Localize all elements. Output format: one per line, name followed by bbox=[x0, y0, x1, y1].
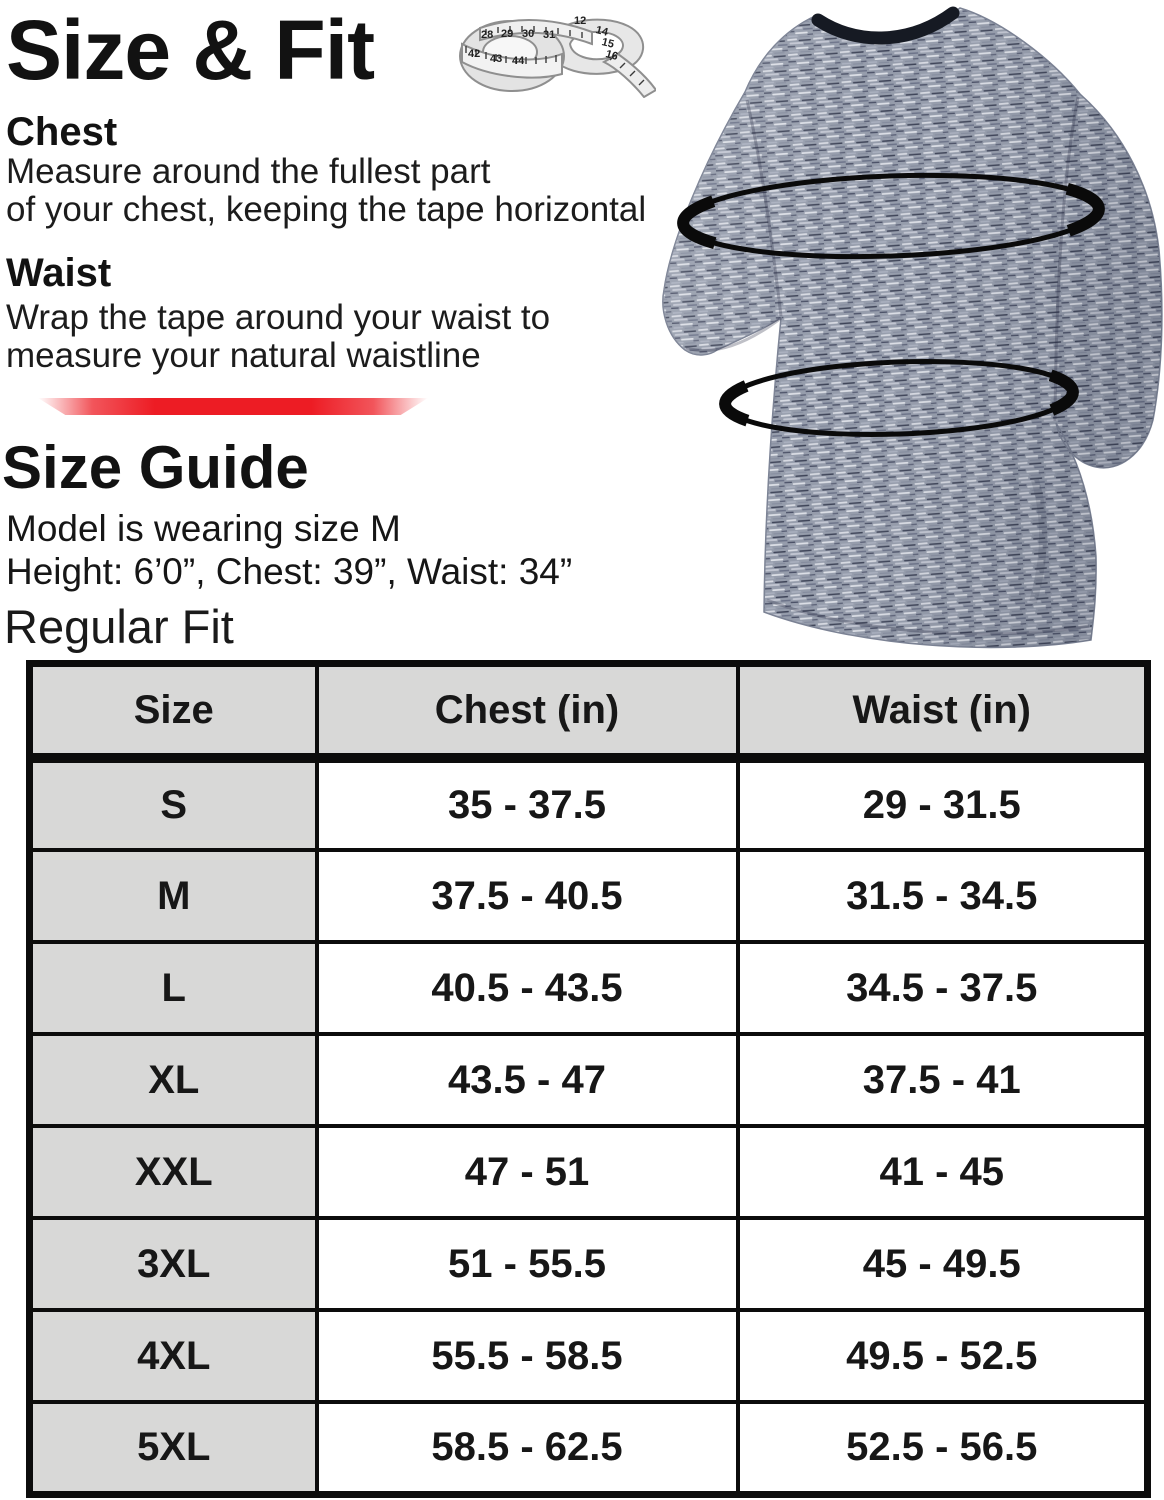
size-cell: L bbox=[27, 940, 319, 1036]
waist-description-line2: measure your natural waistline bbox=[6, 336, 481, 375]
header-cell-size: Size bbox=[27, 661, 319, 763]
waist-range-cell: 37.5 - 41 bbox=[735, 1032, 1150, 1128]
tshirt-image bbox=[662, 6, 1163, 649]
table-header-row: Size Chest (in) Waist (in) bbox=[27, 661, 1150, 763]
chest-range-cell: 35 - 37.5 bbox=[314, 756, 740, 852]
tape-measure-icon: 28 29 30 31 42 43 44 14 15 16 12 bbox=[459, 15, 656, 98]
chest-range-cell: 47 - 51 bbox=[314, 1124, 740, 1220]
chest-range-cell: 58.5 - 62.5 bbox=[314, 1400, 740, 1496]
table-row: L 40.5 - 43.5 34.5 - 37.5 bbox=[27, 940, 1150, 1036]
size-cell: S bbox=[27, 756, 319, 852]
waist-range-cell: 52.5 - 56.5 bbox=[735, 1400, 1150, 1496]
header-cell-waist: Waist (in) bbox=[735, 661, 1150, 763]
table-row: 4XL 55.5 - 58.5 49.5 - 52.5 bbox=[27, 1308, 1150, 1404]
fit-type-label: Regular Fit bbox=[4, 600, 234, 653]
chest-range-cell: 40.5 - 43.5 bbox=[314, 940, 740, 1036]
waist-range-cell: 29 - 31.5 bbox=[735, 756, 1150, 852]
tape-number: 30 bbox=[522, 28, 534, 40]
size-cell: 5XL bbox=[27, 1400, 319, 1496]
chest-heading: Chest bbox=[6, 110, 118, 154]
table-row: XXL 47 - 51 41 - 45 bbox=[27, 1124, 1150, 1220]
model-measurements-line: Height: 6’0”, Chest: 39”, Waist: 34” bbox=[6, 551, 573, 592]
header-cell-chest: Chest (in) bbox=[314, 661, 740, 763]
waist-range-cell: 41 - 45 bbox=[735, 1124, 1150, 1220]
waist-range-cell: 31.5 - 34.5 bbox=[735, 848, 1150, 944]
tshirt-fabric bbox=[662, 6, 1163, 649]
collar bbox=[811, 6, 960, 45]
tape-number: 43 bbox=[490, 53, 502, 65]
size-table: Size Chest (in) Waist (in) S 35 - 37.5 29 … bbox=[26, 660, 1151, 1498]
table-row: XL 43.5 - 47 37.5 - 41 bbox=[27, 1032, 1150, 1128]
tape-number: 15 bbox=[600, 36, 615, 51]
waist-description-line1: Wrap the tape around your waist to bbox=[6, 298, 551, 337]
chest-description-line1: Measure around the fullest part bbox=[6, 152, 491, 191]
tape-number: 28 bbox=[481, 29, 493, 41]
tape-number: 16 bbox=[604, 48, 619, 63]
size-cell: 3XL bbox=[27, 1216, 319, 1312]
waist-range-cell: 34.5 - 37.5 bbox=[735, 940, 1150, 1036]
size-guide-heading: Size Guide bbox=[2, 434, 309, 501]
waist-range-cell: 45 - 49.5 bbox=[735, 1216, 1150, 1312]
table-row: S 35 - 37.5 29 - 31.5 bbox=[27, 756, 1150, 852]
waist-heading: Waist bbox=[6, 251, 112, 295]
table-row: M 37.5 - 40.5 31.5 - 34.5 bbox=[27, 848, 1150, 944]
size-cell: XL bbox=[27, 1032, 319, 1128]
tape-number: 12 bbox=[574, 15, 586, 27]
chest-description-line2: of your chest, keeping the tape horizont… bbox=[6, 190, 647, 229]
page-title: Size & Fit bbox=[6, 3, 375, 97]
tape-number: 44 bbox=[512, 55, 525, 67]
waist-range-cell: 49.5 - 52.5 bbox=[735, 1308, 1150, 1404]
tape-number: 29 bbox=[501, 28, 513, 40]
size-cell: XXL bbox=[27, 1124, 319, 1220]
size-cell: M bbox=[27, 848, 319, 944]
tape-number: 31 bbox=[543, 29, 555, 41]
table-row: 5XL 58.5 - 62.5 52.5 - 56.5 bbox=[27, 1400, 1150, 1496]
chest-measure-ellipse bbox=[677, 169, 1105, 263]
red-divider bbox=[38, 398, 428, 415]
tape-number: 42 bbox=[468, 48, 480, 60]
tape-number: 14 bbox=[594, 24, 610, 39]
chest-range-cell: 37.5 - 40.5 bbox=[314, 848, 740, 944]
waist-measure-ellipse bbox=[719, 355, 1079, 441]
size-table-body: S 35 - 37.5 29 - 31.5 M 37.5 - 40.5 31.5 - 34… bbox=[27, 756, 1150, 1496]
chest-range-cell: 51 - 55.5 bbox=[314, 1216, 740, 1312]
size-cell: 4XL bbox=[27, 1308, 319, 1404]
chest-range-cell: 55.5 - 58.5 bbox=[314, 1308, 740, 1404]
table-row: 3XL 51 - 55.5 45 - 49.5 bbox=[27, 1216, 1150, 1312]
model-size-line: Model is wearing size M bbox=[6, 508, 401, 549]
chest-range-cell: 43.5 - 47 bbox=[314, 1032, 740, 1128]
